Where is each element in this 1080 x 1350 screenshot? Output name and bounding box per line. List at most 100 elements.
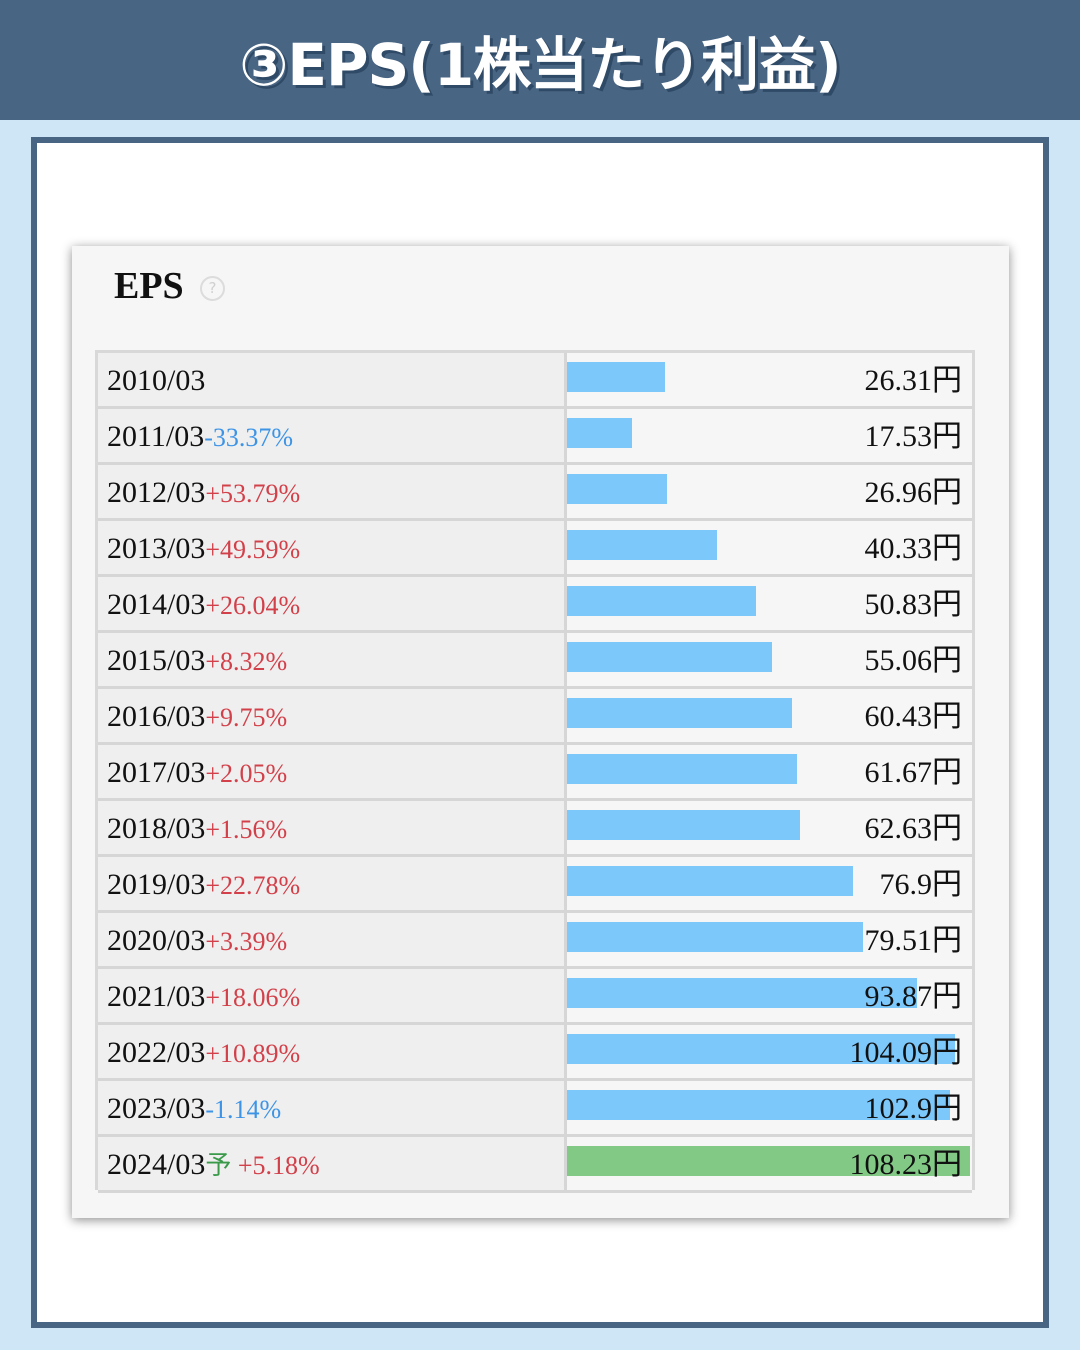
- bar-cell: 60.43円: [567, 689, 972, 745]
- period-cell: 2024/03予 +5.18%: [98, 1137, 567, 1193]
- card-title: EPS: [114, 265, 184, 307]
- table-row: 2010/03 26.31円: [98, 353, 972, 409]
- eps-bar: [567, 530, 717, 560]
- period-label: 2021/03: [107, 980, 206, 1013]
- bar-cell: 61.67円: [567, 745, 972, 801]
- bar-cell: 93.87円: [567, 969, 972, 1025]
- change-percent: +10.89%: [205, 1039, 301, 1068]
- period-cell: 2017/03+2.05%: [98, 745, 567, 801]
- period-label: 2011/03: [107, 420, 205, 453]
- eps-bar: [567, 810, 800, 840]
- period-cell: 2012/03+53.79%: [98, 465, 567, 521]
- eps-table: 2010/03 26.31円 2011/03-33.37% 17.53円 2012/03…: [95, 350, 975, 1193]
- period-cell: 2022/03+10.89%: [98, 1025, 567, 1081]
- value-label: 40.33円: [864, 532, 963, 565]
- table-row: 2016/03+9.75% 60.43円: [98, 689, 972, 745]
- bar-cell: 17.53円: [567, 409, 972, 465]
- eps-bar: [567, 418, 632, 448]
- change-percent: +2.05%: [205, 759, 288, 788]
- eps-bar: [567, 866, 853, 896]
- period-cell: 2014/03+26.04%: [98, 577, 567, 633]
- bar-cell: 102.9円: [567, 1081, 972, 1137]
- period-cell: 2010/03: [98, 353, 567, 409]
- bar-cell: 26.96円: [567, 465, 972, 521]
- eps-bar: [567, 922, 863, 952]
- change-percent: -1.14%: [205, 1095, 282, 1124]
- header-banner: ③EPS(1株当たり利益): [0, 0, 1080, 120]
- value-label: 60.43円: [864, 700, 963, 733]
- period-label: 2020/03: [107, 924, 206, 957]
- eps-bar: [567, 978, 917, 1008]
- period-label: 2010/03: [107, 364, 206, 397]
- forecast-mark: 予: [205, 1151, 232, 1180]
- change-percent: +49.59%: [205, 535, 301, 564]
- page-title: ③EPS(1株当たり利益): [239, 31, 841, 99]
- period-cell: 2018/03+1.56%: [98, 801, 567, 857]
- eps-bar: [567, 362, 665, 392]
- bar-cell: 26.31円: [567, 353, 972, 409]
- change-percent: +3.39%: [205, 927, 288, 956]
- change-percent: -33.37%: [204, 423, 294, 452]
- table-row: 2017/03+2.05% 61.67円: [98, 745, 972, 801]
- eps-bar: [567, 698, 792, 728]
- change-percent: +53.79%: [205, 479, 301, 508]
- bar-cell: 50.83円: [567, 577, 972, 633]
- value-label: 76.9円: [879, 868, 963, 901]
- table-row: 2023/03-1.14% 102.9円: [98, 1081, 972, 1137]
- value-label: 17.53円: [864, 420, 963, 453]
- period-label: 2012/03: [107, 476, 206, 509]
- table-row: 2011/03-33.37% 17.53円: [98, 409, 972, 465]
- table-row: 2020/03+3.39% 79.51円: [98, 913, 972, 969]
- table-row: 2022/03+10.89% 104.09円: [98, 1025, 972, 1081]
- period-cell: 2016/03+9.75%: [98, 689, 567, 745]
- period-cell: 2015/03+8.32%: [98, 633, 567, 689]
- period-label: 2019/03: [107, 868, 206, 901]
- bar-cell: 62.63円: [567, 801, 972, 857]
- period-label: 2014/03: [107, 588, 206, 621]
- period-label: 2017/03: [107, 756, 206, 789]
- eps-bar: [567, 474, 667, 504]
- eps-bar: [567, 586, 756, 616]
- table-row: 2014/03+26.04% 50.83円: [98, 577, 972, 633]
- question-circle-icon[interactable]: ?: [200, 276, 225, 301]
- value-label: 93.87円: [864, 980, 963, 1013]
- period-cell: 2019/03+22.78%: [98, 857, 567, 913]
- bar-cell: 108.23円: [567, 1137, 972, 1193]
- eps-bar: [567, 754, 797, 784]
- table-row: 2019/03+22.78% 76.9円: [98, 857, 972, 913]
- eps-bar: [567, 642, 772, 672]
- period-cell: 2023/03-1.14%: [98, 1081, 567, 1137]
- period-label: 2022/03: [107, 1036, 206, 1069]
- value-label: 79.51円: [864, 924, 963, 957]
- table-row: 2015/03+8.32% 55.06円: [98, 633, 972, 689]
- change-percent: +1.56%: [205, 815, 288, 844]
- value-label: 55.06円: [864, 644, 963, 677]
- period-label: 2023/03: [107, 1092, 206, 1125]
- bar-cell: 79.51円: [567, 913, 972, 969]
- value-label: 102.9円: [864, 1092, 963, 1125]
- change-percent: +22.78%: [205, 871, 301, 900]
- bar-cell: 55.06円: [567, 633, 972, 689]
- period-label: 2024/03: [107, 1148, 206, 1181]
- change-percent: +5.18%: [231, 1151, 320, 1180]
- period-cell: 2013/03+49.59%: [98, 521, 567, 577]
- period-label: 2015/03: [107, 644, 206, 677]
- value-label: 50.83円: [864, 588, 963, 621]
- value-label: 26.31円: [864, 364, 963, 397]
- period-cell: 2020/03+3.39%: [98, 913, 567, 969]
- period-label: 2013/03: [107, 532, 206, 565]
- period-cell: 2021/03+18.06%: [98, 969, 567, 1025]
- table-row: 2021/03+18.06% 93.87円: [98, 969, 972, 1025]
- change-percent: +8.32%: [205, 647, 288, 676]
- period-label: 2018/03: [107, 812, 206, 845]
- table-row: 2013/03+49.59% 40.33円: [98, 521, 972, 577]
- bar-cell: 40.33円: [567, 521, 972, 577]
- value-label: 104.09円: [849, 1036, 963, 1069]
- eps-bar: [567, 1090, 950, 1120]
- bar-cell: 76.9円: [567, 857, 972, 913]
- forecast-bar: [567, 1146, 970, 1176]
- table-row: 2012/03+53.79% 26.96円: [98, 465, 972, 521]
- value-label: 62.63円: [864, 812, 963, 845]
- change-percent: +18.06%: [205, 983, 301, 1012]
- eps-bar: [567, 1034, 955, 1064]
